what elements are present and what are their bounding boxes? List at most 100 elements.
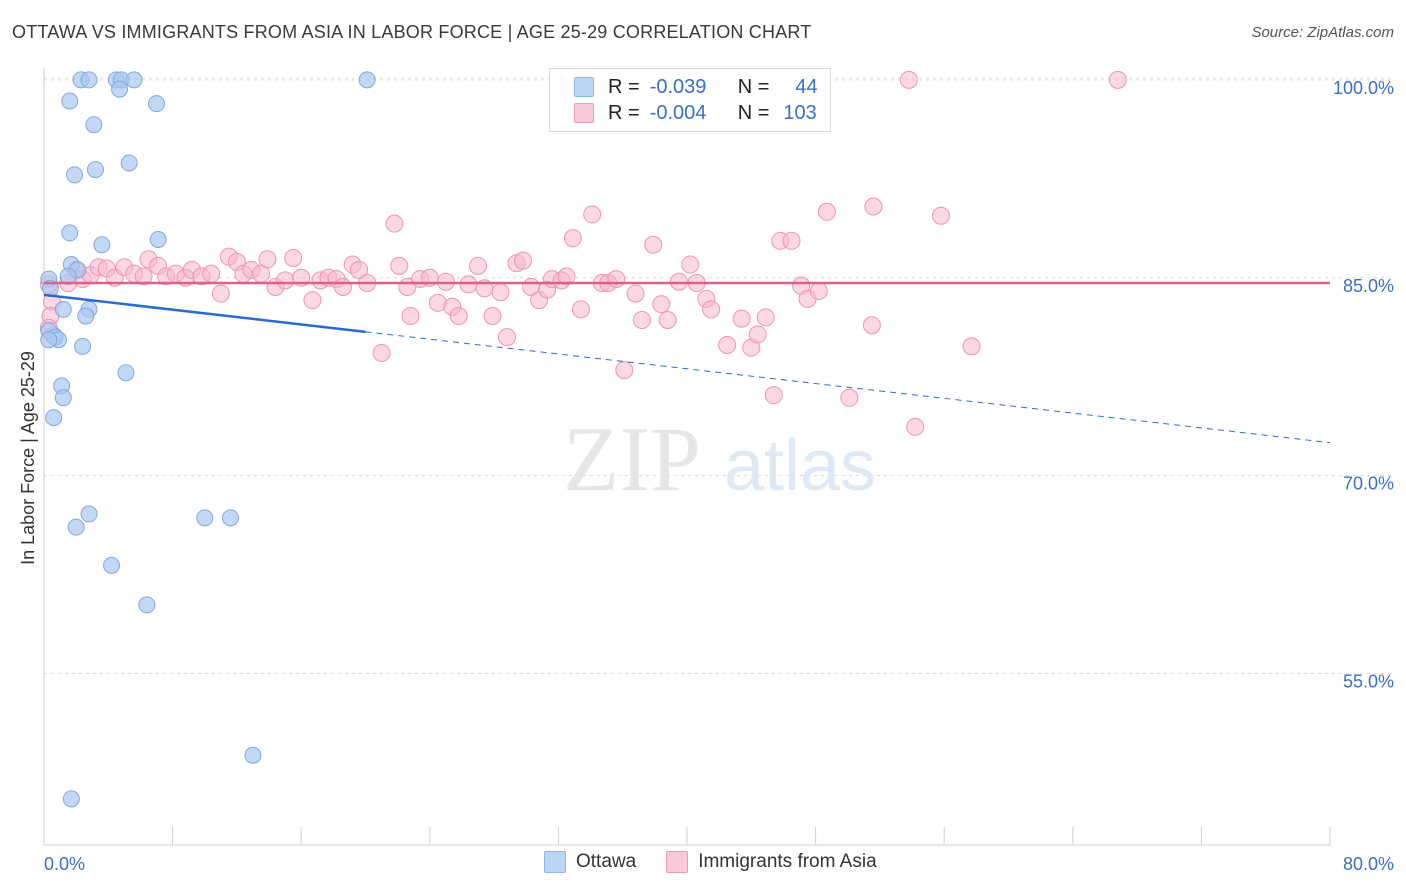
point-ottawa-18 [59,267,77,285]
watermark-zip: ZIP [563,408,701,510]
point-asia-62 [514,251,533,270]
legend-swatch-asia [574,103,594,123]
legend-r-label: R = [608,75,640,98]
point-ottawa-15 [93,236,111,254]
legend-row-ottawa: R = -0.039 N = 44 [574,74,818,100]
point-asia-78 [644,235,663,254]
point-asia-16 [134,267,153,286]
point-asia-60 [497,328,516,347]
point-asia-101 [906,417,925,436]
point-asia-75 [615,361,634,380]
point-asia-90 [756,308,775,327]
legend-r-value: -0.039 [649,75,707,98]
x-tick-label-0: 0.0% [44,854,85,874]
point-ottawa-10 [120,154,138,172]
point-ottawa-12 [66,166,84,184]
axes [43,68,1331,846]
point-asia-33 [276,271,295,290]
point-ottawa-37 [103,556,121,574]
point-ottawa-33 [80,505,98,523]
point-asia-55 [459,275,478,294]
point-ottawa-40 [62,790,80,808]
point-ottawa-9 [85,116,103,134]
y-tick-label-3: 55.0% [1343,672,1394,692]
trend-line-ottawa-extrapolated [365,331,1331,444]
point-asia-96 [809,281,828,300]
point-asia-82 [681,255,700,274]
point-asia-98 [840,388,859,407]
point-ottawa-28 [74,337,92,355]
chart-title: OTTAWA VS IMMIGRANTS FROM ASIA IN LABOR … [12,22,812,42]
x-tick-label-1: 80.0% [1343,854,1394,874]
point-asia-42 [350,260,369,279]
point-ottawa-11 [86,161,104,179]
point-ottawa-6 [111,80,129,98]
point-asia-99 [862,316,881,335]
point-asia-89 [748,325,767,344]
point-asia-79 [652,295,671,314]
point-asia-81 [669,272,688,291]
point-ottawa-21 [54,300,72,318]
point-asia-48 [401,307,420,326]
point-ottawa-8 [148,95,166,113]
grid-lines [44,77,1394,675]
point-ottawa-39 [244,746,262,764]
point-asia-24 [202,264,221,283]
source-label: Source: ZipAtlas.com [1251,24,1394,41]
legend-swatch-ottawa [544,851,566,873]
point-asia-25 [211,284,230,303]
legend-n-value: 103 [783,101,817,124]
legend-item-ottawa[interactable]: Ottawa [544,851,636,873]
y-axis-label: In Labor Force | Age 25-29 [18,351,38,565]
point-asia-91 [764,386,783,405]
trend-line-ottawa [43,293,366,334]
point-ottawa-5 [358,71,376,89]
point-asia-40 [333,277,352,296]
point-asia-102 [931,206,950,225]
point-ottawa-14 [149,230,167,248]
point-ottawa-38 [138,596,156,614]
legend-swatch-asia [666,851,689,873]
point-ottawa-32 [45,409,63,427]
legend-row-asia: R = -0.004 N = 103 [574,100,817,126]
trend-lines [43,281,1331,444]
point-asia-31 [258,250,277,269]
point-asia-1 [1108,70,1127,89]
point-asia-103 [962,337,981,356]
point-ottawa-34 [196,509,214,527]
point-asia-59 [491,283,510,302]
point-asia-0 [899,70,918,89]
point-asia-56 [469,256,488,275]
correlation-legend: R = -0.039 N = 44 R = -0.004 N = 103 [549,68,831,132]
legend-n-label: N = [737,75,770,98]
legend-item-asia[interactable]: Immigrants from Asia [666,851,877,873]
point-ottawa-36 [67,518,85,536]
legend-r-value: -0.004 [649,101,707,124]
point-asia-97 [817,202,836,221]
y-tick-label-2: 70.0% [1343,474,1394,494]
tick-labels: 100.0% 85.0% 70.0% 55.0% 0.0% 80.0% [44,78,1394,874]
point-ottawa-13 [61,224,79,242]
watermark-atlas: atlas [724,426,876,506]
point-asia-68 [557,267,576,286]
y-tick-label-1: 85.0% [1343,276,1394,296]
legend-label-asia: Immigrants from Asia [698,851,877,872]
point-ottawa-31 [54,389,72,407]
point-asia-86 [718,336,737,355]
point-asia-46 [390,256,409,275]
point-asia-71 [583,205,602,224]
point-ottawa-29 [117,364,135,382]
point-asia-74 [607,270,626,289]
point-asia-45 [385,214,404,233]
legend-n-label: N = [737,101,770,124]
point-asia-52 [436,272,455,291]
point-ottawa-1 [80,71,98,89]
point-ottawa-35 [221,509,239,527]
point-asia-69 [563,229,582,248]
series-ottawa [40,71,376,808]
point-asia-87 [732,309,751,328]
point-asia-70 [571,300,590,319]
point-asia-44 [372,343,391,362]
y-tick-label-0: 100.0% [1333,78,1394,98]
